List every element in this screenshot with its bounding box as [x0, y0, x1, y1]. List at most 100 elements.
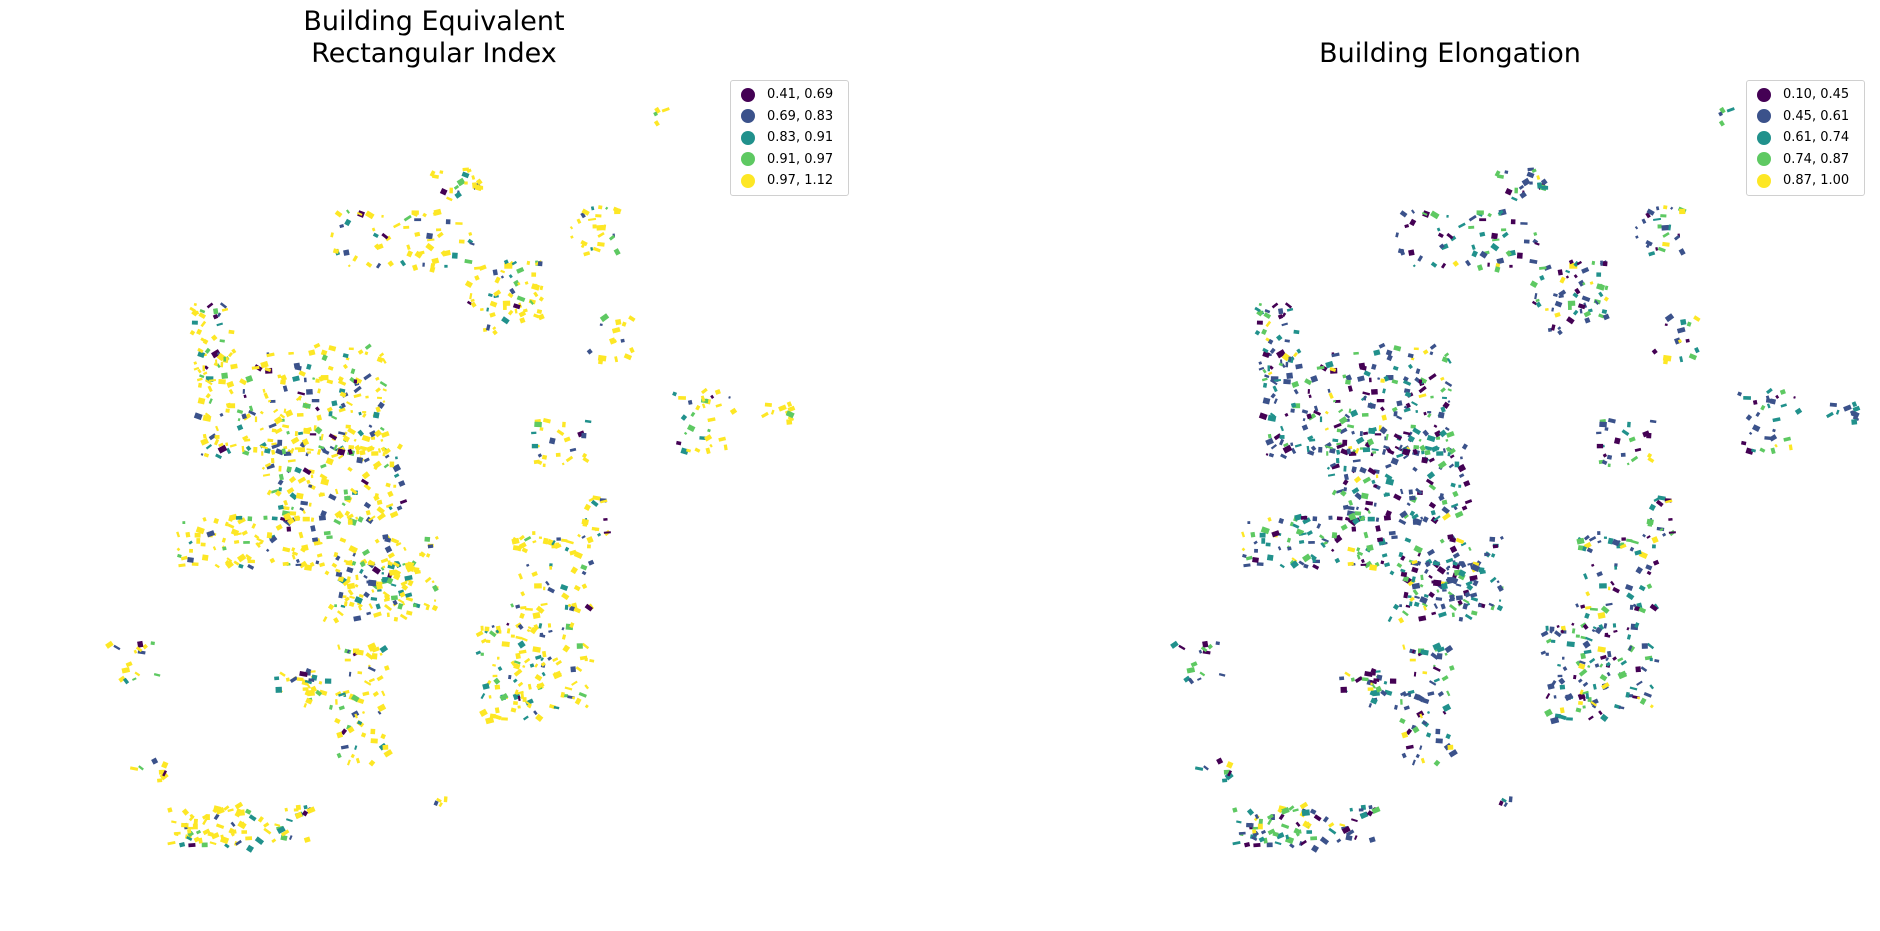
- building-footprint: [1760, 404, 1766, 411]
- building-footprint: [1280, 823, 1290, 829]
- building-footprint: [613, 248, 621, 256]
- building-footprint: [282, 424, 290, 429]
- building-footprint: [1267, 371, 1273, 376]
- building-footprint: [347, 264, 351, 268]
- building-footprint: [303, 804, 308, 810]
- building-footprint: [363, 501, 372, 509]
- building-footprint: [383, 749, 393, 758]
- building-footprint: [1583, 534, 1590, 541]
- building-footprint: [354, 583, 359, 588]
- building-footprint: [525, 701, 533, 707]
- building-footprint: [599, 313, 610, 323]
- building-footprint: [1496, 580, 1500, 584]
- building-footprint: [381, 572, 385, 575]
- building-footprint: [368, 424, 373, 428]
- building-footprint: [1241, 547, 1246, 552]
- building-footprint: [407, 579, 414, 587]
- building-footprint: [1636, 696, 1641, 700]
- building-footprint: [1261, 377, 1268, 382]
- building-footprint: [1347, 424, 1355, 429]
- building-footprint: [555, 452, 561, 457]
- building-footprint: [1571, 628, 1576, 634]
- building-footprint: [583, 503, 591, 511]
- building-footprint: [283, 408, 287, 413]
- building-footprint: [1276, 832, 1285, 840]
- building-footprint: [431, 584, 439, 592]
- building-footprint: [280, 829, 290, 837]
- building-footprint: [1411, 566, 1419, 574]
- building-footprint: [227, 808, 234, 813]
- building-footprint: [1242, 553, 1247, 558]
- legend-entry: 0.41, 0.69: [741, 84, 840, 106]
- building-footprint: [524, 281, 529, 285]
- building-footprint: [422, 262, 425, 267]
- building-footprint: [399, 499, 408, 505]
- building-footprint: [1652, 544, 1656, 549]
- building-footprint: [1492, 544, 1499, 549]
- building-footprint: [1662, 231, 1670, 238]
- building-footprint: [1241, 531, 1246, 538]
- building-footprint: [1545, 308, 1549, 311]
- building-footprint: [1479, 218, 1487, 222]
- building-footprint: [1232, 841, 1241, 846]
- building-footprint: [1425, 732, 1432, 738]
- building-footprint: [488, 695, 492, 699]
- building-footprint: [1646, 208, 1655, 216]
- building-footprint: [614, 208, 621, 215]
- building-footprint: [397, 603, 404, 610]
- building-footprint: [1851, 401, 1858, 408]
- building-footprint: [1391, 406, 1398, 413]
- building-footprint: [1371, 363, 1377, 370]
- building-footprint: [531, 443, 539, 449]
- building-footprint: [1578, 701, 1583, 706]
- building-footprint: [1345, 834, 1353, 841]
- building-footprint: [1751, 448, 1757, 453]
- building-footprint: [242, 435, 249, 441]
- building-footprint: [177, 553, 182, 558]
- building-footprint: [310, 685, 318, 693]
- building-footprint: [1484, 552, 1490, 557]
- building-footprint: [1353, 351, 1359, 355]
- building-footprint: [326, 535, 333, 540]
- building-footprint: [1399, 604, 1402, 608]
- building-footprint: [287, 517, 295, 525]
- building-footprint: [480, 308, 484, 311]
- building-footprint: [514, 689, 519, 695]
- building-footprint: [321, 354, 328, 362]
- building-footprint: [241, 530, 248, 536]
- building-footprint: [1415, 368, 1421, 375]
- building-footprint: [507, 309, 514, 316]
- building-footprint: [529, 663, 535, 668]
- building-footprint: [1579, 689, 1584, 695]
- building-footprint: [233, 532, 242, 537]
- building-footprint: [1427, 410, 1432, 414]
- building-footprint: [1395, 232, 1399, 238]
- building-footprint: [1794, 407, 1803, 415]
- building-footprint: [235, 839, 242, 846]
- building-footprint: [1553, 695, 1557, 699]
- building-footprint: [1646, 583, 1653, 590]
- building-footprint: [208, 398, 213, 404]
- building-footprint: [1285, 361, 1289, 368]
- building-footprint: [1266, 813, 1274, 820]
- building-footprint: [353, 393, 362, 399]
- map-legend: 0.41, 0.69 0.69, 0.83 0.83, 0.91 0.91, 0…: [730, 80, 849, 196]
- building-footprint: [492, 269, 498, 276]
- building-footprint: [422, 212, 427, 218]
- building-footprint: [1420, 516, 1424, 520]
- building-footprint: [315, 560, 320, 565]
- building-footprint: [275, 686, 283, 693]
- building-footprint: [1400, 555, 1406, 561]
- building-footprint: [222, 546, 227, 551]
- building-footprint: [1649, 684, 1655, 690]
- building-footprint: [1441, 506, 1450, 515]
- building-footprint: [1449, 665, 1455, 671]
- building-footprint: [1748, 431, 1753, 436]
- building-footprint: [436, 231, 444, 239]
- legend-label: 0.97, 1.12: [767, 173, 834, 189]
- building-footprint: [532, 612, 541, 619]
- building-footprint: [1244, 842, 1251, 848]
- building-footprint: [298, 531, 304, 539]
- building-footprint: [176, 531, 181, 538]
- building-footprint: [339, 537, 347, 543]
